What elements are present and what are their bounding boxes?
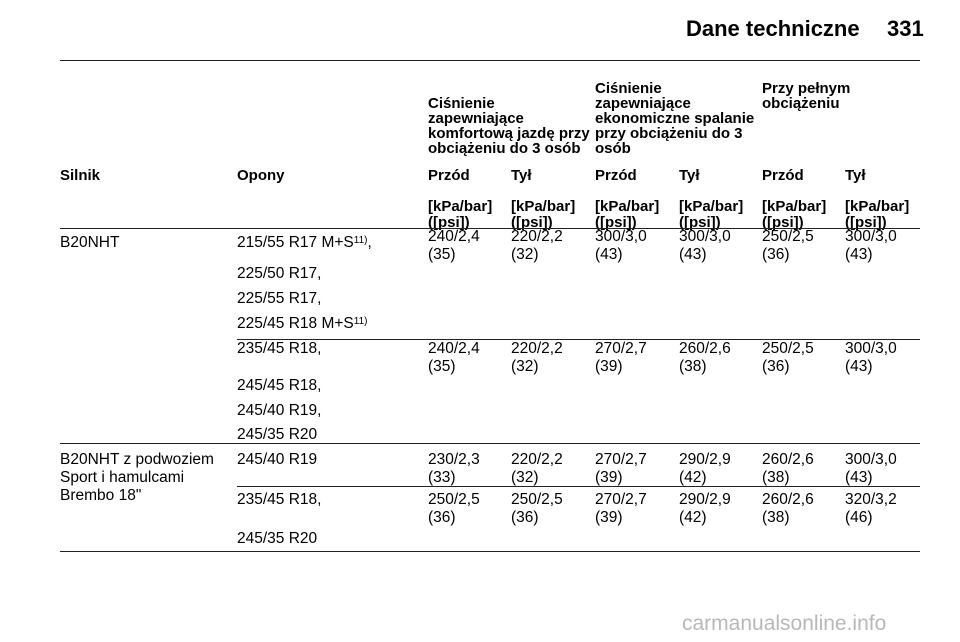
pressure-cell: 240/2,4 (35)	[428, 228, 480, 263]
tyre-size: 245/35 R20	[237, 426, 318, 443]
pressure-cell: 250/2,5 (36)	[762, 228, 814, 263]
col-header-front-3: Przód	[762, 167, 804, 184]
pressure-cell: 220/2,2 (32)	[511, 228, 563, 263]
tyre-size: 245/40 R19,	[237, 402, 322, 419]
group-header-full-load: Przy pełnym obciążeniu	[762, 80, 851, 112]
pressure-cell: 320/3,2 (46)	[845, 491, 897, 526]
tyre-size: 245/40 R19	[237, 451, 318, 468]
header-rule	[60, 60, 920, 61]
table-bottom-rule	[60, 551, 920, 552]
pressure-cell: 260/2,6 (38)	[762, 451, 814, 486]
col-header-front-1: Przód	[428, 167, 470, 184]
tyre-size: 235/45 R18,	[237, 491, 322, 508]
pressure-cell: 290/2,9 (42)	[679, 491, 731, 526]
pressure-cell: 230/2,3 (33)	[428, 451, 480, 486]
pressure-cell: 290/2,9 (42)	[679, 451, 731, 486]
unit-label: [kPa/bar] ([psi])	[595, 198, 660, 231]
pressure-cell: 220/2,2 (32)	[511, 340, 563, 375]
watermark-text: carmanualsonline.info	[682, 612, 887, 635]
table-header-rule	[60, 228, 920, 229]
tyre-size: 225/50 R17,	[237, 265, 322, 282]
tyre-size: 235/45 R18,	[237, 340, 322, 357]
pressure-cell: 300/3,0 (43)	[845, 340, 897, 375]
engine-cell: B20NHT	[60, 234, 120, 251]
col-header-rear-3: Tył	[845, 167, 866, 184]
row-divider	[237, 486, 920, 487]
pressure-cell: 300/3,0 (43)	[845, 451, 897, 486]
pressure-cell: 300/3,0 (43)	[595, 228, 647, 263]
group-header-economy: Ciśnienie zapewniające ekonomiczne spala…	[595, 80, 755, 157]
tyre-size: 225/55 R17,	[237, 290, 322, 307]
pressure-cell: 270/2,7 (39)	[595, 451, 647, 486]
col-header-tyres: Opony	[237, 167, 285, 184]
pressure-cell: 300/3,0 (43)	[679, 228, 731, 263]
engine-cell: B20NHT z podwoziem Sport i hamulcami Bre…	[60, 451, 214, 504]
pressure-cell: 270/2,7 (39)	[595, 340, 647, 375]
unit-label: [kPa/bar] ([psi])	[679, 198, 744, 231]
col-header-engine: Silnik	[60, 167, 101, 184]
tyre-size: 245/35 R20	[237, 530, 318, 547]
tyre-size: 215/55 R17 M+S11),	[237, 234, 372, 251]
page-number: 331	[887, 16, 924, 41]
unit-label: [kPa/bar] ([psi])	[845, 198, 910, 231]
pressure-cell: 270/2,7 (39)	[595, 491, 647, 526]
pressure-cell: 260/2,6 (38)	[679, 340, 731, 375]
unit-label: [kPa/bar] ([psi])	[428, 198, 493, 231]
pressure-cell: 300/3,0 (43)	[845, 228, 897, 263]
pressure-cell: 240/2,4 (35)	[428, 340, 480, 375]
row-divider	[237, 339, 920, 340]
col-header-front-2: Przód	[595, 167, 637, 184]
pressure-cell: 260/2,6 (38)	[762, 491, 814, 526]
tyre-size: 245/45 R18,	[237, 377, 322, 394]
row-divider	[60, 443, 920, 444]
col-header-rear-1: Tył	[511, 167, 532, 184]
page-title: Dane techniczne	[686, 16, 860, 41]
pressure-cell: 220/2,2 (32)	[511, 451, 563, 486]
pressure-cell: 250/2,5 (36)	[428, 491, 480, 526]
pressure-cell: 250/2,5 (36)	[762, 340, 814, 375]
footnote-mark: 11)	[353, 316, 368, 327]
pressure-cell: 250/2,5 (36)	[511, 491, 563, 526]
unit-label: [kPa/bar] ([psi])	[762, 198, 827, 231]
group-header-comfort: Ciśnienie zapewniające komfortową jazdę …	[428, 95, 590, 157]
tyre-size: 225/45 R18 M+S11)	[237, 315, 368, 332]
unit-label: [kPa/bar] ([psi])	[511, 198, 576, 231]
footnote-mark: 11)	[353, 235, 368, 246]
col-header-rear-2: Tył	[679, 167, 700, 184]
